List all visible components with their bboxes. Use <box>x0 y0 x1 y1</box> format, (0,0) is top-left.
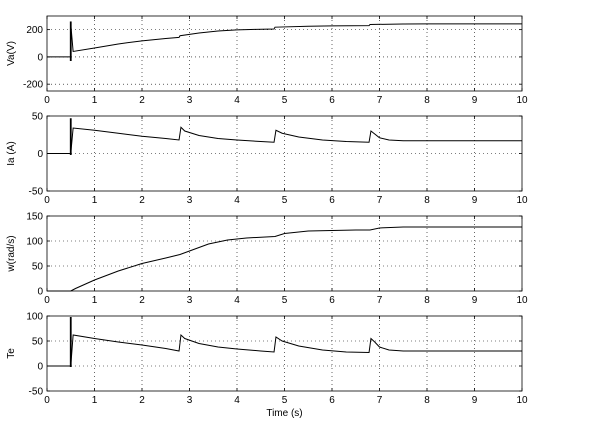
x-tick-label: 7 <box>377 395 383 406</box>
x-tick-label: 8 <box>424 295 430 306</box>
x-tick-label: 2 <box>139 95 145 106</box>
y-tick-label: 0 <box>37 52 43 63</box>
x-tick-label: 2 <box>139 295 145 306</box>
y-tick-label: 0 <box>37 149 43 160</box>
x-tick-label: 3 <box>187 95 193 106</box>
y-tick-label: -200 <box>23 80 43 91</box>
y-axis-label: Te <box>6 348 17 359</box>
x-tick-label: 4 <box>234 295 240 306</box>
y-tick-label: 0 <box>37 287 43 298</box>
series-line <box>47 226 522 292</box>
x-tick-label: 5 <box>282 395 288 406</box>
x-tick-label: 9 <box>472 295 478 306</box>
x-tick-label: 1 <box>92 195 98 206</box>
y-tick-label: 100 <box>26 312 43 323</box>
x-tick-label: 3 <box>187 395 193 406</box>
x-tick-label: 7 <box>377 295 383 306</box>
y-tick-label: 50 <box>32 112 44 123</box>
x-tick-label: 7 <box>377 195 383 206</box>
x-tick-label: 10 <box>516 95 528 106</box>
x-tick-label: 9 <box>472 195 478 206</box>
x-tick-label: 1 <box>92 95 98 106</box>
y-axis-label: Va(V) <box>6 41 17 66</box>
x-tick-label: 1 <box>92 395 98 406</box>
x-tick-label: 6 <box>329 95 335 106</box>
x-tick-label: 0 <box>44 395 50 406</box>
y-tick-label: 0 <box>37 362 43 373</box>
x-tick-label: 5 <box>282 295 288 306</box>
x-tick-label: 3 <box>187 195 193 206</box>
y-tick-label: 200 <box>26 25 43 36</box>
y-tick-label: -50 <box>29 187 44 198</box>
x-tick-label: 9 <box>472 95 478 106</box>
y-tick-label: 150 <box>26 212 43 223</box>
series-line <box>47 333 522 367</box>
series-line <box>47 126 522 154</box>
x-tick-label: 8 <box>424 95 430 106</box>
plot-frame <box>46 315 523 392</box>
x-tick-label: 3 <box>187 295 193 306</box>
y-tick-label: 100 <box>26 237 43 248</box>
x-tick-label: 10 <box>516 295 528 306</box>
x-tick-label: 6 <box>329 395 335 406</box>
x-tick-label: 6 <box>329 295 335 306</box>
x-tick-label: 4 <box>234 395 240 406</box>
x-tick-label: 0 <box>44 95 50 106</box>
x-tick-label: 5 <box>282 195 288 206</box>
x-tick-label: 1 <box>92 295 98 306</box>
y-tick-label: 50 <box>32 337 44 348</box>
x-tick-label: 0 <box>44 295 50 306</box>
x-tick-label: 8 <box>424 195 430 206</box>
x-tick-label: 2 <box>139 195 145 206</box>
y-axis-label: Ia (A) <box>6 141 17 165</box>
y-tick-label: 50 <box>32 262 44 273</box>
x-tick-label: 8 <box>424 395 430 406</box>
x-tick-label: 9 <box>472 395 478 406</box>
x-tick-label: 4 <box>234 195 240 206</box>
x-tick-label: 7 <box>377 95 383 106</box>
x-tick-label: 5 <box>282 95 288 106</box>
series-line <box>47 23 522 58</box>
x-tick-label: 2 <box>139 395 145 406</box>
y-axis-label: w(rad/s) <box>6 235 17 272</box>
x-tick-label: 10 <box>516 195 528 206</box>
x-axis-label: Time (s) <box>266 408 302 419</box>
x-tick-label: 10 <box>516 395 528 406</box>
x-tick-label: 4 <box>234 95 240 106</box>
y-tick-label: -50 <box>29 387 44 398</box>
x-tick-label: 6 <box>329 195 335 206</box>
plot-frame <box>46 115 523 192</box>
x-tick-label: 0 <box>44 195 50 206</box>
